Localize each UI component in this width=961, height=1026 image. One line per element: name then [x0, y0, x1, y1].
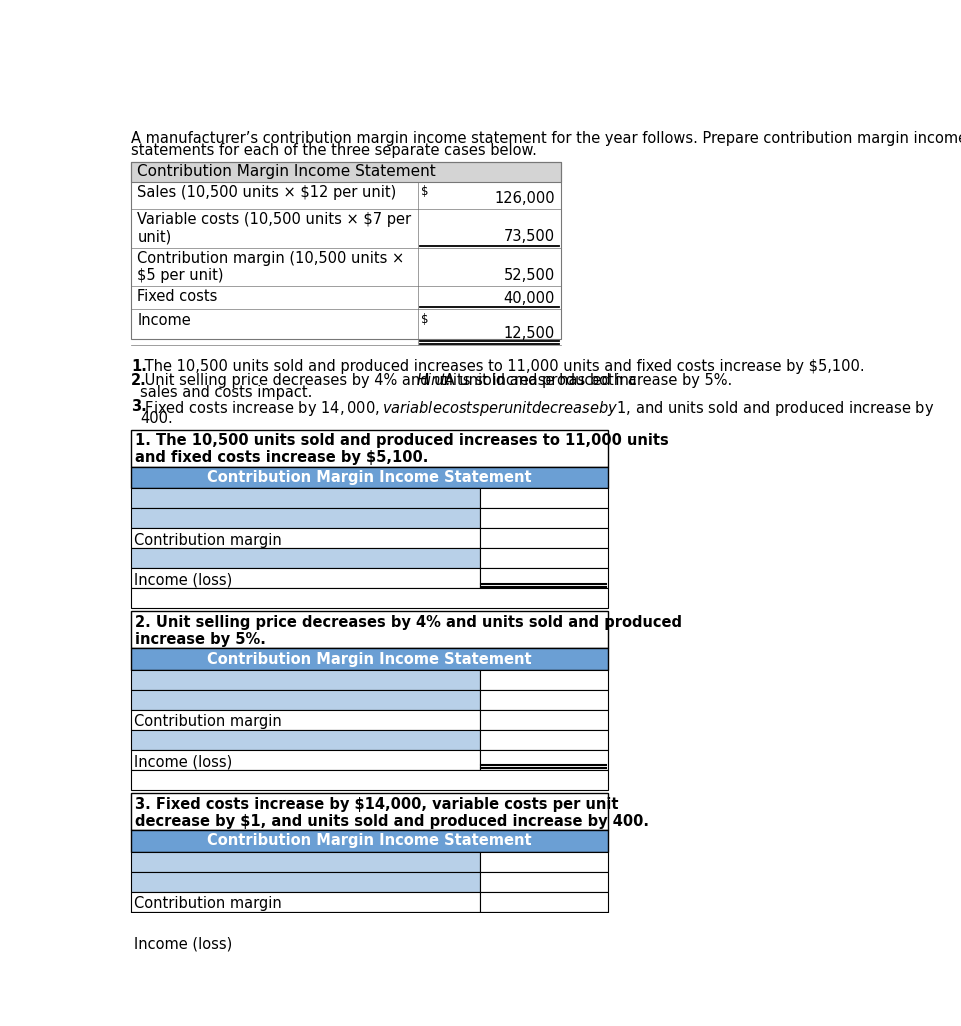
Text: Unit selling price decreases by 4% and units sold and produced increase by 5%.: Unit selling price decreases by 4% and u… — [140, 372, 736, 388]
Text: Fixed costs: Fixed costs — [137, 289, 217, 305]
Bar — [480, 729, 607, 750]
Bar — [131, 710, 480, 729]
Bar — [131, 770, 607, 790]
Text: Contribution Margin Income Statement: Contribution Margin Income Statement — [137, 164, 435, 180]
Bar — [131, 162, 560, 182]
Bar — [131, 528, 480, 548]
Text: and fixed costs increase by $5,100.: and fixed costs increase by $5,100. — [135, 450, 428, 466]
Text: Contribution margin: Contribution margin — [135, 714, 282, 729]
Bar — [131, 467, 607, 488]
Text: statements for each of the three separate cases below.: statements for each of the three separat… — [131, 144, 536, 158]
Text: Contribution Margin Income Statement: Contribution Margin Income Statement — [207, 652, 531, 667]
Text: 3. Fixed costs increase by $14,000, variable costs per unit: 3. Fixed costs increase by $14,000, vari… — [135, 797, 618, 812]
Bar — [480, 508, 607, 528]
Text: sales and costs impact.: sales and costs impact. — [140, 385, 312, 400]
Bar — [131, 793, 607, 830]
Text: Sales (10,500 units × $12 per unit): Sales (10,500 units × $12 per unit) — [137, 185, 396, 200]
Bar — [480, 548, 607, 568]
Bar — [131, 611, 607, 648]
Text: Income: Income — [137, 313, 191, 327]
Text: 2. Unit selling price decreases by 4% and units sold and produced: 2. Unit selling price decreases by 4% an… — [135, 616, 681, 630]
Bar — [480, 750, 607, 770]
Text: decrease by $1, and units sold and produced increase by 400.: decrease by $1, and units sold and produ… — [135, 814, 649, 829]
Bar — [480, 670, 607, 689]
Text: Income (loss): Income (loss) — [135, 573, 233, 588]
Text: 3.: 3. — [131, 399, 147, 413]
Bar — [131, 162, 560, 339]
Bar — [480, 710, 607, 729]
Bar — [131, 588, 607, 608]
Text: Income (loss): Income (loss) — [135, 754, 233, 770]
Text: The 10,500 units sold and produced increases to 11,000 units and fixed costs inc: The 10,500 units sold and produced incre… — [140, 359, 864, 373]
Text: Fixed costs increase by $14,000, variable costs per unit decrease by $1, and uni: Fixed costs increase by $14,000, variabl… — [140, 399, 934, 418]
Text: 1.: 1. — [131, 359, 147, 373]
Text: Contribution margin: Contribution margin — [135, 896, 282, 911]
Text: Hint:: Hint: — [416, 372, 451, 388]
Bar — [131, 648, 607, 670]
Text: 73,500: 73,500 — [504, 229, 554, 244]
Text: increase by 5%.: increase by 5%. — [135, 632, 265, 647]
Bar — [131, 430, 607, 467]
Bar — [480, 911, 607, 932]
Bar — [480, 871, 607, 892]
Bar — [131, 871, 480, 892]
Text: 12,500: 12,500 — [504, 326, 554, 341]
Bar — [480, 892, 607, 911]
Bar — [480, 528, 607, 548]
Bar — [480, 488, 607, 508]
Bar — [131, 750, 480, 770]
Text: 2.: 2. — [131, 372, 147, 388]
Text: Contribution margin: Contribution margin — [135, 532, 282, 548]
Text: Income (loss): Income (loss) — [135, 937, 233, 951]
Text: 1. The 10,500 units sold and produced increases to 11,000 units: 1. The 10,500 units sold and produced in… — [135, 433, 668, 448]
Text: 126,000: 126,000 — [494, 191, 554, 205]
Bar — [131, 508, 480, 528]
Text: A unit increase has both a: A unit increase has both a — [439, 372, 635, 388]
Text: $: $ — [421, 185, 428, 198]
Text: 52,500: 52,500 — [504, 268, 554, 282]
Bar — [131, 830, 607, 852]
Bar — [131, 932, 480, 952]
Bar — [480, 932, 607, 952]
Text: 400.: 400. — [140, 411, 173, 426]
Text: Variable costs (10,500 units × $7 per
unit): Variable costs (10,500 units × $7 per un… — [137, 212, 411, 245]
Text: Contribution Margin Income Statement: Contribution Margin Income Statement — [207, 833, 531, 849]
Bar — [131, 670, 480, 689]
Text: Contribution Margin Income Statement: Contribution Margin Income Statement — [207, 470, 531, 485]
Text: A manufacturer’s contribution margin income statement for the year follows. Prep: A manufacturer’s contribution margin inc… — [131, 131, 961, 146]
Bar — [131, 729, 480, 750]
Bar — [480, 689, 607, 710]
Bar — [480, 568, 607, 588]
Bar — [131, 952, 607, 972]
Bar — [131, 488, 480, 508]
Bar — [131, 852, 480, 871]
Text: $: $ — [421, 313, 428, 325]
Text: Contribution margin (10,500 units ×
$5 per unit): Contribution margin (10,500 units × $5 p… — [137, 251, 405, 283]
Bar — [131, 568, 480, 588]
Bar — [480, 852, 607, 871]
Bar — [131, 911, 480, 932]
Bar — [131, 548, 480, 568]
Text: 40,000: 40,000 — [504, 290, 554, 306]
Bar — [131, 892, 480, 911]
Bar — [131, 689, 480, 710]
